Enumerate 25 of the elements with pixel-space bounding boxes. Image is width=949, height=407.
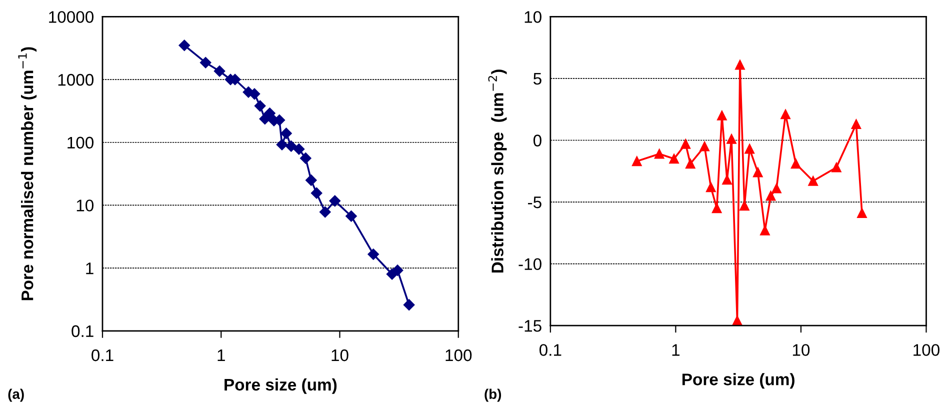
x-axis-title: Pore size (um) bbox=[224, 378, 337, 394]
x-tick-label: 100 bbox=[914, 344, 940, 356]
y-tick-label: 1 bbox=[86, 262, 94, 274]
y-tick-label: 10000 bbox=[49, 11, 94, 23]
x-tick-label: 0.1 bbox=[92, 349, 114, 362]
x-tick-label: 100 bbox=[446, 349, 472, 362]
x-tick-label: 1 bbox=[218, 350, 225, 362]
y-tick-label: 0.1 bbox=[72, 325, 94, 338]
x-tick-label: 10 bbox=[792, 344, 810, 356]
y-tick-label: 1000 bbox=[58, 74, 94, 86]
y-tick-label: 10 bbox=[76, 200, 94, 212]
text: (b) bbox=[484, 388, 502, 402]
y-tick-label: -5 bbox=[528, 196, 542, 208]
y-axis-title: Pore normalised number (um$^{−1}$) bbox=[18, 47, 37, 300]
text: (a) bbox=[8, 388, 24, 402]
y-tick-label: 10 bbox=[524, 11, 542, 23]
x-tick-label: 1 bbox=[672, 344, 680, 356]
y-tick-label: -10 bbox=[518, 258, 542, 270]
x-axis-title: Pore size (um) bbox=[682, 373, 794, 389]
y-tick-label: 100 bbox=[68, 136, 94, 149]
y-tick-label: 5 bbox=[533, 73, 542, 85]
y-tick-label: 0 bbox=[533, 134, 542, 146]
y-axis-title: Distribution slope (um$^{−2}$) bbox=[488, 70, 507, 273]
x-tick-label: 10 bbox=[332, 349, 348, 362]
y-tick-label: -15 bbox=[518, 320, 542, 332]
